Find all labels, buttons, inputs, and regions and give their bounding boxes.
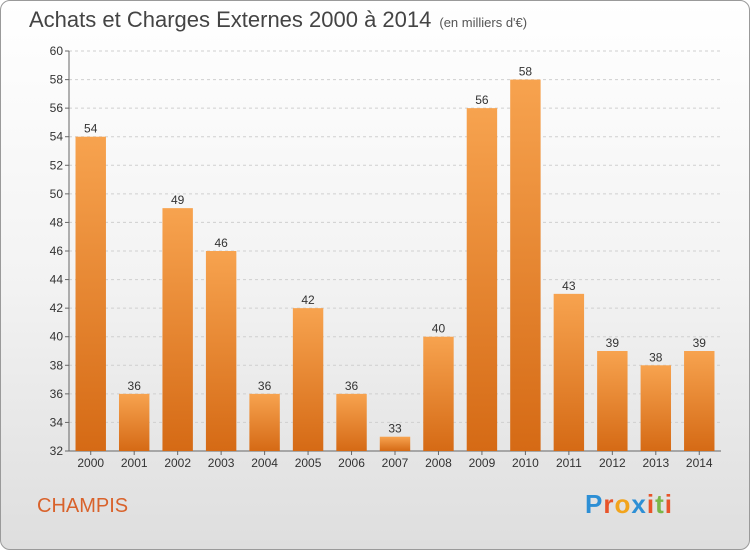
x-tick-label-2011: 2011 — [556, 456, 582, 470]
bar-2009 — [466, 108, 498, 452]
data-label-2011: 43 — [562, 279, 576, 293]
x-tick-label-2008: 2008 — [425, 456, 452, 470]
bar-2003 — [205, 251, 237, 451]
data-label-2008: 40 — [432, 322, 446, 336]
bar-2001 — [118, 393, 150, 451]
y-tick-label: 54 — [50, 130, 64, 144]
data-label-2001: 36 — [128, 379, 142, 393]
y-tick-label: 38 — [50, 358, 64, 372]
data-label-2004: 36 — [258, 379, 272, 393]
y-tick-label: 42 — [50, 301, 64, 315]
commune-name: CHAMPIS — [37, 495, 129, 517]
data-label-2000: 54 — [84, 122, 98, 136]
bar-2014 — [684, 351, 715, 451]
logo-letter: r — [603, 489, 615, 519]
title-text: Achats et Charges Externes 2000 à 2014 — [29, 7, 432, 32]
y-tick-label: 52 — [50, 158, 64, 172]
data-label-2003: 46 — [214, 236, 228, 250]
logo-letter: o — [614, 489, 632, 519]
y-tick-label: 34 — [50, 415, 64, 429]
chart-title: Achats et Charges Externes 2000 à 2014 (e… — [29, 7, 527, 33]
y-tick-label: 36 — [50, 387, 64, 401]
x-tick-label-2007: 2007 — [382, 456, 409, 470]
x-tick-label-2012: 2012 — [599, 456, 626, 470]
logo-letter: x — [631, 489, 647, 519]
bar-2008 — [423, 336, 454, 451]
proxiti-logo: Proxiti — [585, 489, 673, 520]
logo-letter: i — [646, 489, 656, 519]
y-tick-label: 40 — [50, 330, 64, 344]
bar-2006 — [336, 393, 367, 451]
y-tick-label: 58 — [50, 73, 64, 87]
labels: 54 36 49 46 36 42 36 33 40 56 58 43 39 38 39 — [84, 65, 706, 436]
x-tick-label-2001: 2001 — [121, 456, 148, 470]
x-tick-label-2010: 2010 — [512, 456, 539, 470]
data-label-2006: 36 — [345, 379, 359, 393]
x-tick-label-2003: 2003 — [208, 456, 235, 470]
logo-letter: P — [585, 489, 604, 519]
y-tick-label: 48 — [50, 215, 64, 229]
bar-2007 — [379, 436, 411, 451]
x-tick-label-2000: 2000 — [77, 456, 104, 470]
x-tick-label-2006: 2006 — [338, 456, 365, 470]
logo-letter: t — [655, 489, 665, 519]
bar-2000 — [75, 136, 106, 451]
x-tick-label-2005: 2005 — [295, 456, 322, 470]
bar-2004 — [249, 393, 280, 451]
data-label-2013: 38 — [649, 350, 663, 364]
data-label-2007: 33 — [388, 422, 402, 436]
y-tick-label: 50 — [50, 187, 64, 201]
bar-2011 — [553, 293, 585, 451]
data-label-2014: 39 — [693, 336, 707, 350]
logo-letter: i — [664, 489, 673, 519]
y-tick-label: 56 — [50, 101, 64, 115]
unit-label: (en milliers d'€) — [439, 15, 528, 30]
y-tick-label: 44 — [50, 273, 64, 287]
data-label-2009: 56 — [475, 93, 489, 107]
data-label-2012: 39 — [606, 336, 620, 350]
x-tick-label-2004: 2004 — [251, 456, 278, 470]
bar-2005 — [292, 308, 324, 451]
x-tick-label-2009: 2009 — [469, 456, 496, 470]
y-tick-label: 46 — [50, 244, 64, 258]
bar-2010 — [510, 79, 541, 452]
data-label-2002: 49 — [171, 193, 185, 207]
y-tick-label: 32 — [50, 444, 64, 458]
bar-2012 — [597, 351, 628, 451]
data-label-2005: 42 — [301, 293, 315, 307]
bar-2002 — [162, 208, 193, 451]
data-label-2010: 58 — [519, 65, 533, 79]
bar-2013 — [640, 365, 672, 451]
y-tick-label: 60 — [50, 44, 64, 58]
bars — [75, 79, 715, 452]
x-tick-label-2013: 2013 — [642, 456, 669, 470]
x-tick-label-2014: 2014 — [686, 456, 713, 470]
x-tick-label-2002: 2002 — [164, 456, 191, 470]
